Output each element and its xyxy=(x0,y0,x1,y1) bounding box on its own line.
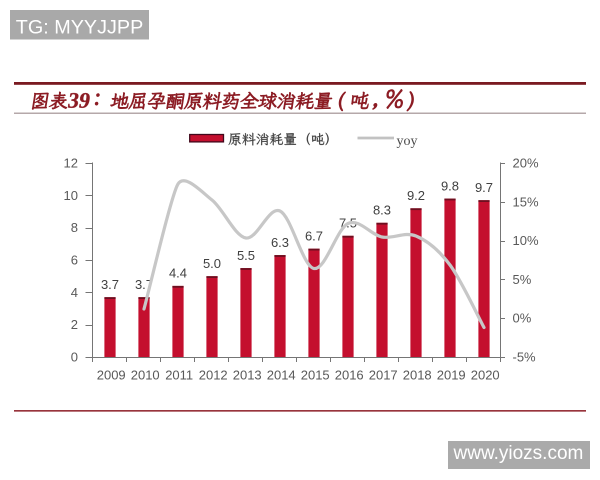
svg-text:8.3: 8.3 xyxy=(373,203,391,218)
svg-text:2017: 2017 xyxy=(369,368,398,383)
svg-text:2016: 2016 xyxy=(335,368,364,383)
svg-text:5.0: 5.0 xyxy=(203,256,221,271)
svg-text:9.2: 9.2 xyxy=(407,188,425,203)
svg-text:2012: 2012 xyxy=(199,368,228,383)
svg-text:8: 8 xyxy=(71,220,78,235)
svg-text:5%: 5% xyxy=(513,272,532,287)
svg-text:2010: 2010 xyxy=(131,368,160,383)
svg-text:2019: 2019 xyxy=(437,368,466,383)
svg-text:-5%: -5% xyxy=(513,350,537,365)
svg-text:yoy: yoy xyxy=(397,134,418,149)
svg-text:2014: 2014 xyxy=(267,368,296,383)
svg-text:2020: 2020 xyxy=(471,368,500,383)
svg-text:10%: 10% xyxy=(513,233,539,248)
svg-text:6: 6 xyxy=(71,253,78,268)
svg-text:0: 0 xyxy=(71,350,78,365)
svg-text:4.4: 4.4 xyxy=(169,266,187,281)
svg-text:6.7: 6.7 xyxy=(305,228,323,243)
svg-text:2015: 2015 xyxy=(301,368,330,383)
svg-text:www.yiozs.com: www.yiozs.com xyxy=(453,443,584,464)
svg-text:9.8: 9.8 xyxy=(441,178,459,193)
svg-text:2: 2 xyxy=(71,317,78,332)
svg-text:9.7: 9.7 xyxy=(475,180,493,195)
svg-text:2009: 2009 xyxy=(97,368,126,383)
svg-text:0%: 0% xyxy=(513,311,532,326)
svg-text:20%: 20% xyxy=(513,156,539,171)
svg-text:2011: 2011 xyxy=(165,368,193,383)
svg-text:4: 4 xyxy=(71,285,78,300)
svg-text:15%: 15% xyxy=(513,194,539,209)
svg-text:3.7: 3.7 xyxy=(101,277,119,292)
svg-text:2018: 2018 xyxy=(403,368,432,383)
svg-text:5.5: 5.5 xyxy=(237,248,255,263)
svg-text:2013: 2013 xyxy=(233,368,262,383)
svg-text:10: 10 xyxy=(64,188,78,203)
svg-text:TG: MYYJJPP: TG: MYYJJPP xyxy=(16,17,144,39)
svg-text:12: 12 xyxy=(64,156,78,171)
svg-text:6.3: 6.3 xyxy=(271,235,289,250)
